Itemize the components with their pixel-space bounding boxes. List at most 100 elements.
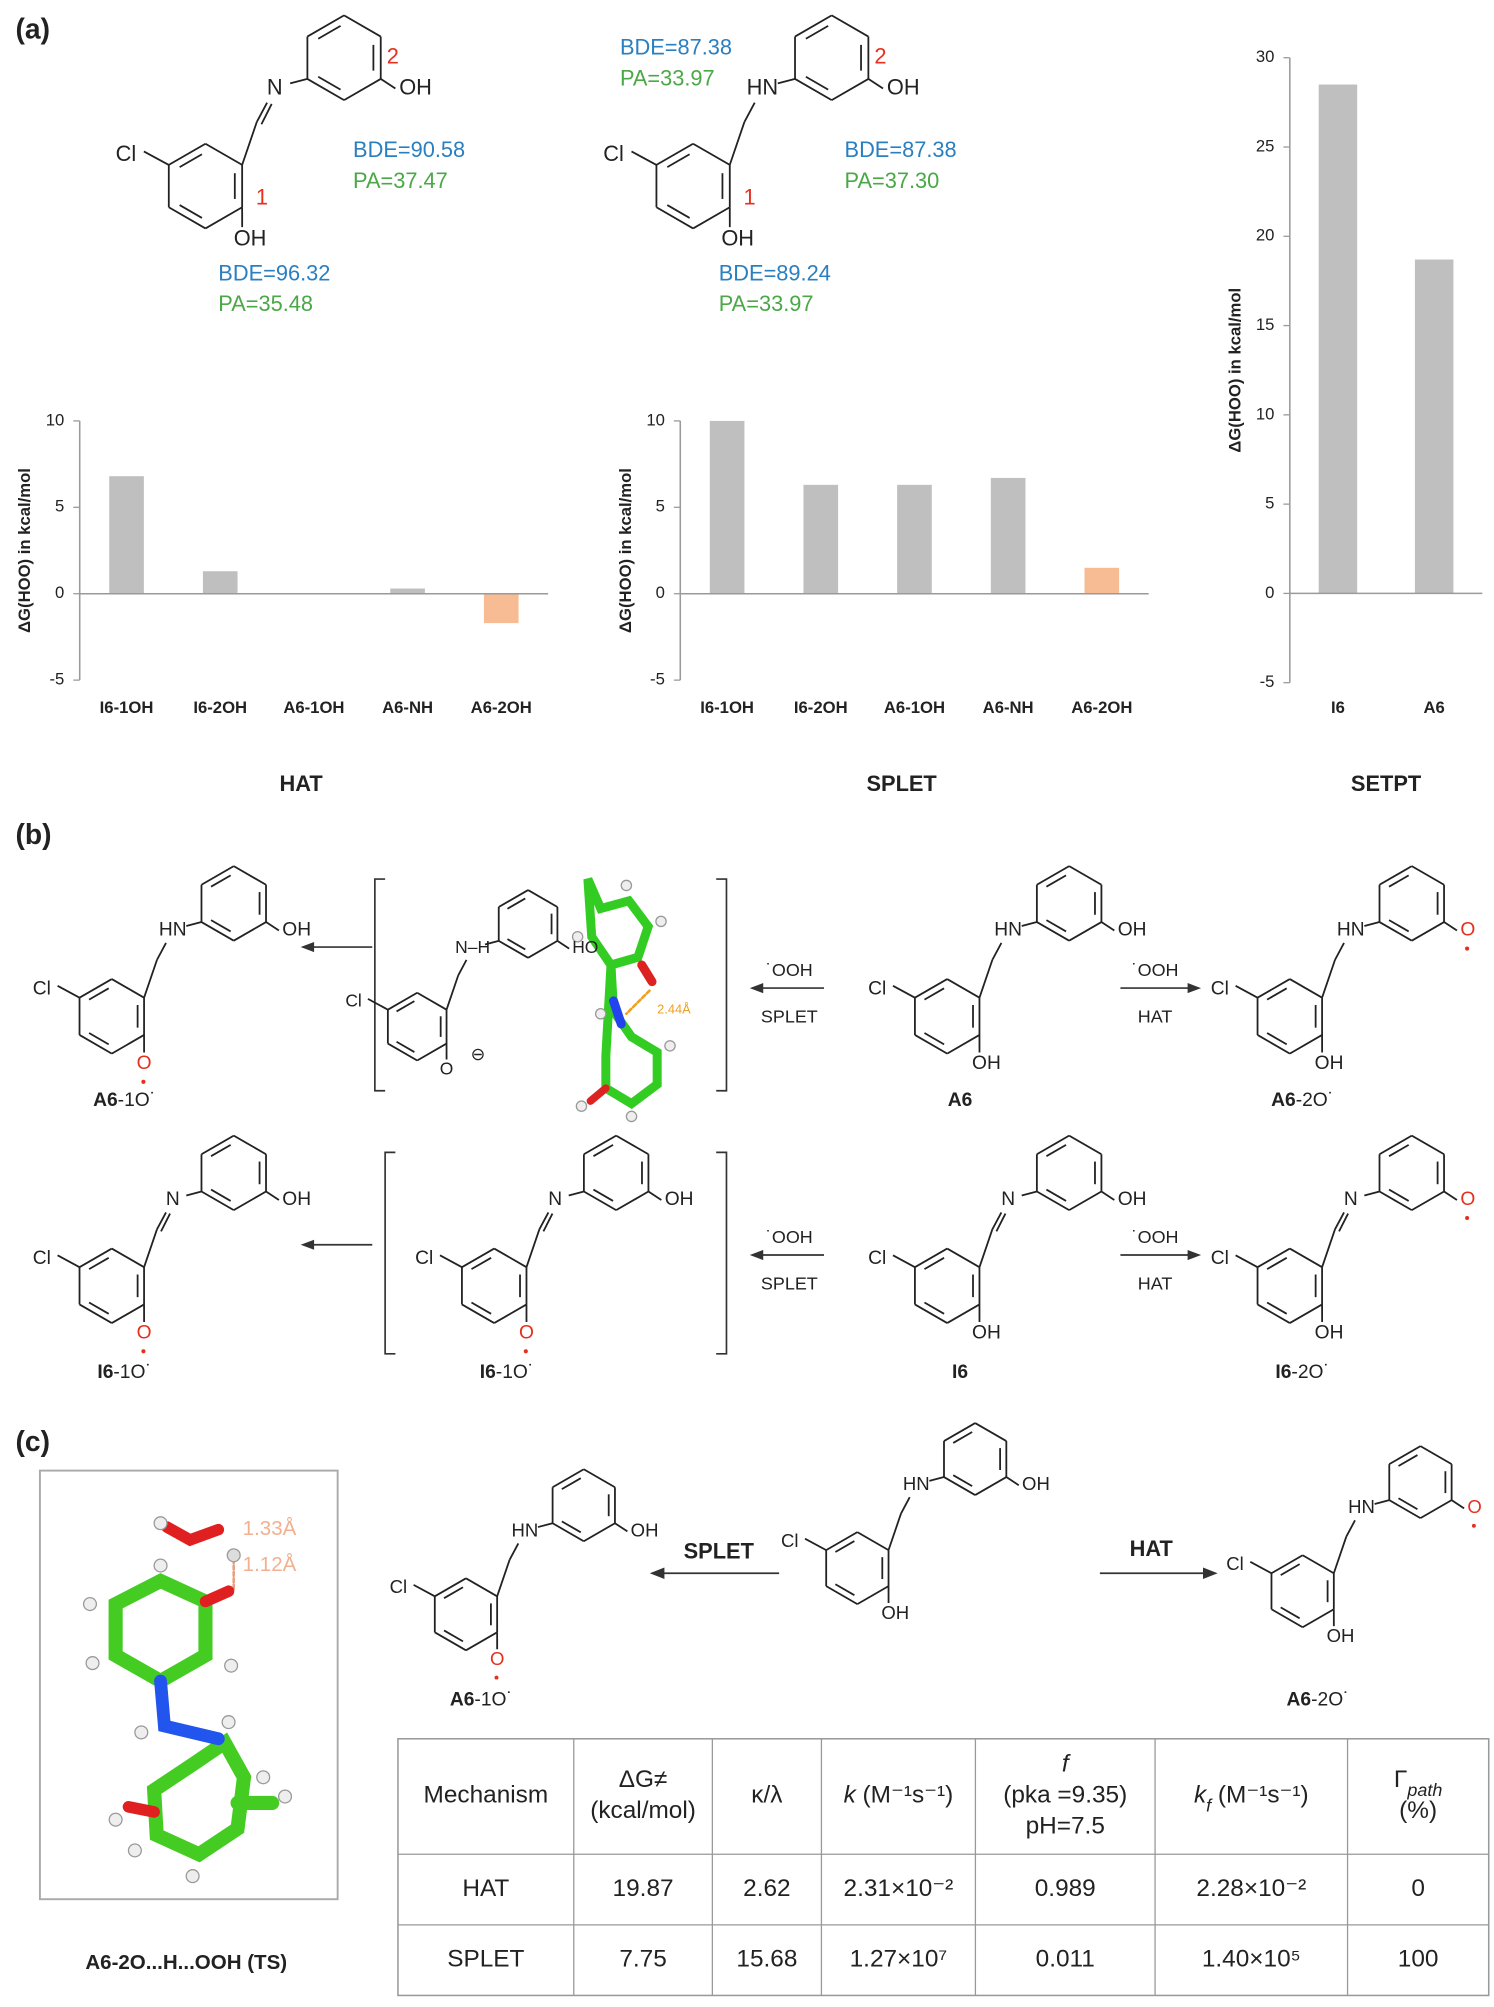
y-tick-label: 10: [46, 410, 65, 429]
bond: [465, 1577, 498, 1598]
header-cell: (%): [1399, 1797, 1437, 1824]
header-segment: Γ: [1394, 1767, 1407, 1794]
bond: [991, 942, 1003, 961]
bond: [88, 987, 110, 1001]
bond: [168, 206, 206, 230]
bond: [615, 1190, 649, 1211]
mechanism: HAT: [1130, 1536, 1174, 1561]
bde: BDE=87.38: [620, 35, 732, 60]
x-tick-label: I6-2OH: [193, 698, 247, 717]
bond: [1364, 921, 1380, 927]
bond: [794, 78, 833, 101]
y-tick-label: 5: [55, 497, 64, 516]
bond: [434, 1577, 467, 1598]
bond: [1068, 921, 1102, 942]
bond: [978, 1229, 994, 1268]
atom-label: OH: [234, 226, 267, 251]
name-bold: I6: [1275, 1362, 1291, 1383]
compound-name: A6-2O˙: [1271, 1090, 1334, 1111]
molecule: Cl OH N O I6-2O˙: [1211, 1134, 1475, 1383]
bond: [614, 1522, 628, 1533]
bond: [914, 1303, 948, 1324]
bond: [179, 204, 203, 219]
bond: [160, 1213, 171, 1232]
header-cell: Γpath: [1394, 1767, 1442, 1800]
bond: [461, 1303, 495, 1324]
bond: [1068, 865, 1102, 886]
bond: [111, 978, 145, 999]
bond: [1388, 1188, 1410, 1202]
bar: [202, 571, 238, 594]
bond: [1338, 1213, 1349, 1232]
atom-label: O: [490, 1648, 504, 1669]
bond: [210, 1188, 232, 1202]
table-cell: 100: [1398, 1946, 1439, 1973]
bond: [380, 78, 396, 90]
bond: [156, 1211, 167, 1230]
bond: [201, 921, 235, 942]
name-bold: I6: [952, 1362, 968, 1383]
header-cell: ΔG≠: [619, 1767, 668, 1794]
header-cell: pH=7.5: [1026, 1813, 1105, 1840]
bond: [1289, 978, 1323, 999]
bond: [552, 1468, 585, 1489]
bond: [260, 103, 273, 125]
atom-label: O: [519, 1322, 534, 1343]
bond: [777, 78, 796, 85]
atom-label: OH: [665, 1189, 694, 1210]
name-rest: -1O˙: [113, 1362, 151, 1383]
atom-label: 2: [387, 44, 399, 69]
atom-label: OH: [1118, 920, 1147, 941]
bond: [201, 1134, 235, 1156]
bond: [1045, 919, 1067, 933]
bond: [443, 1629, 464, 1643]
atom-label: Cl: [116, 141, 137, 166]
bond: [241, 121, 258, 166]
bond: [924, 1032, 945, 1046]
bond: [887, 1513, 902, 1551]
distance-label: 1.33Å: [243, 1517, 297, 1540]
bond: [1398, 1454, 1418, 1467]
bond: [416, 1042, 447, 1062]
atom-label: Cl: [1211, 978, 1229, 999]
name-bold: I6: [480, 1362, 496, 1383]
bond: [79, 978, 113, 999]
bond: [1321, 959, 1336, 998]
bond: [1266, 1257, 1288, 1270]
bond: [1036, 1134, 1070, 1156]
header-cell: kf (M⁻¹s⁻¹): [1194, 1782, 1309, 1815]
bond: [461, 1247, 495, 1268]
bond: [439, 1254, 463, 1268]
bond: [1345, 1519, 1356, 1538]
brackets: [374, 878, 728, 1355]
y-tick-label: 0: [656, 583, 665, 602]
header-segment: (kcal/mol): [590, 1797, 696, 1824]
bond: [256, 102, 268, 123]
header-segment: (M⁻¹s⁻¹): [1211, 1782, 1308, 1809]
bond: [1036, 921, 1070, 942]
y-tick-label: 20: [1256, 226, 1275, 245]
compound-name: A6-1O˙: [450, 1689, 513, 1710]
bond: [692, 206, 731, 230]
pa: PA=37.47: [353, 168, 448, 193]
bond: [205, 142, 243, 166]
radical-dot: [1471, 1523, 1476, 1528]
bond: [1411, 1190, 1445, 1211]
bond: [946, 1303, 980, 1324]
atom-label: Cl: [33, 1248, 51, 1269]
y-axis-label: ΔG(HOO) in kcal/mol: [15, 468, 34, 633]
molecule: Cl OH HN OH A6: [868, 865, 1147, 1111]
bond: [914, 1247, 948, 1268]
bond: [465, 1631, 498, 1652]
x-axis-label: SETPT: [1351, 771, 1422, 796]
bond: [1388, 1445, 1421, 1465]
x-tick-label: I6-2OH: [794, 698, 848, 717]
molecule: Cl O HN OH A6-1O˙: [33, 865, 311, 1111]
bond: [210, 874, 232, 888]
bar: [990, 477, 1026, 594]
table-cell: 1.27×10⁷: [850, 1946, 948, 1973]
bond: [538, 1211, 550, 1230]
bond: [946, 978, 980, 999]
bond: [692, 142, 731, 166]
